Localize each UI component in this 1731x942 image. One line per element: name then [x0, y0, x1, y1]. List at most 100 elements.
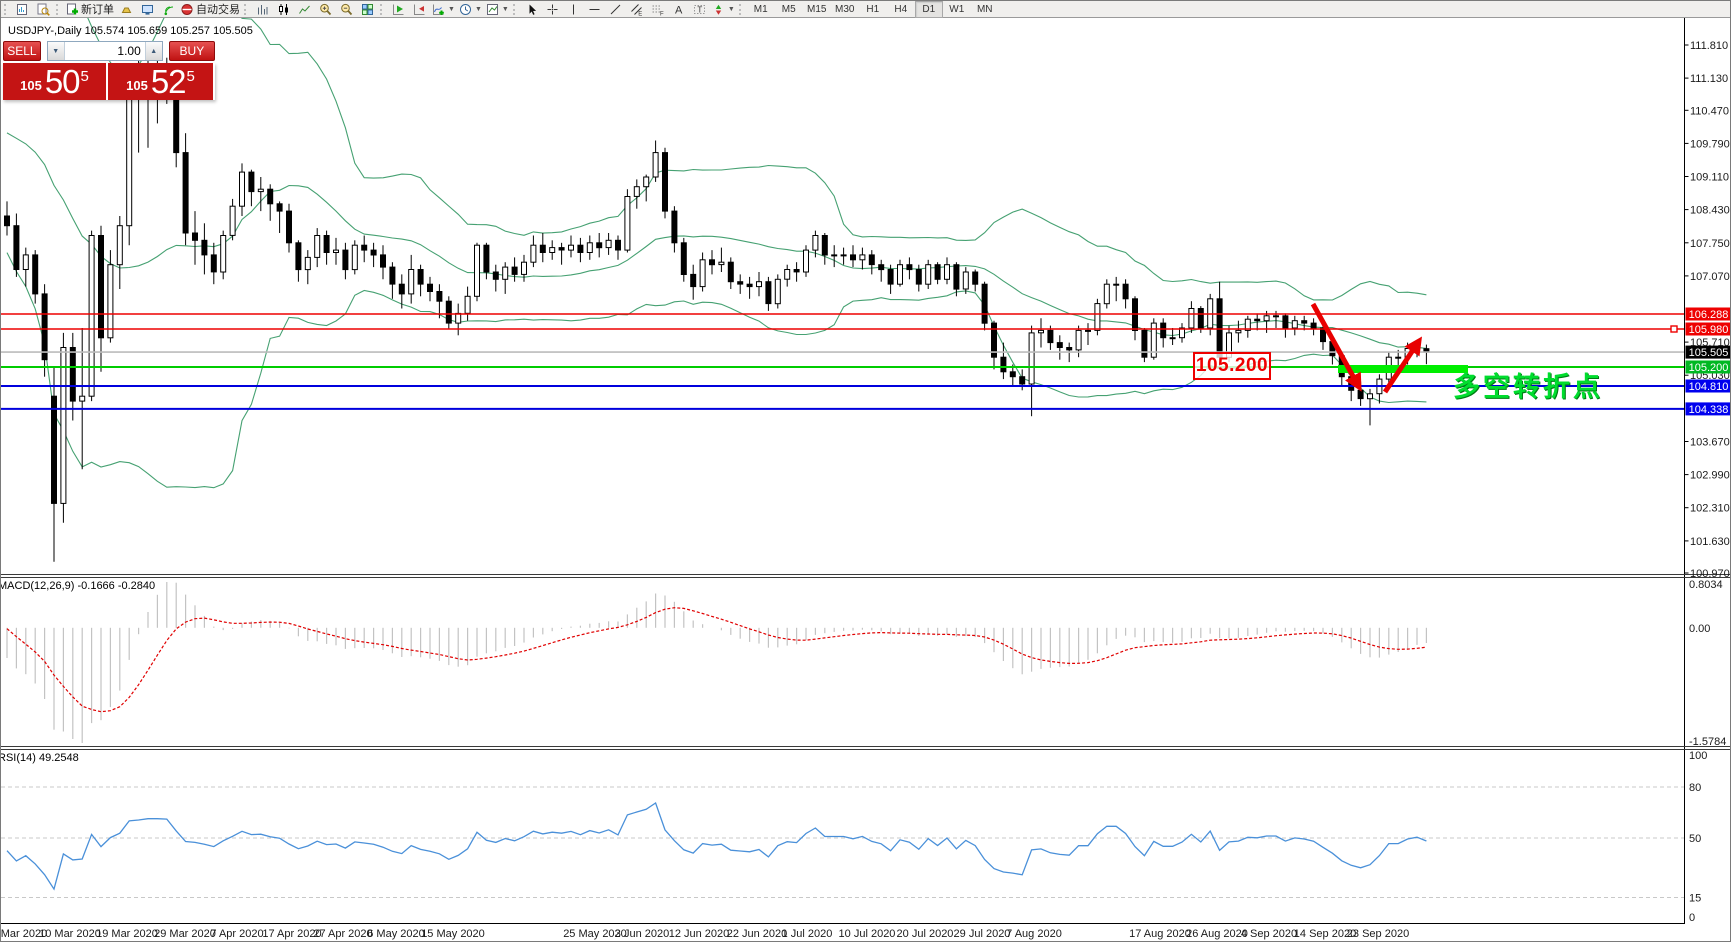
- price-level-text-box[interactable]: 105.200: [1193, 352, 1271, 380]
- toolbar-group-grip: [512, 3, 518, 15]
- svg-text:17 Aug 2020: 17 Aug 2020: [1129, 928, 1191, 940]
- chart-profile-icon: [17, 3, 27, 15]
- turning-point-note[interactable]: 多空转折点: [1453, 372, 1603, 402]
- chart-shift-button[interactable]: [409, 1, 430, 18]
- svg-text:10 Jul 2020: 10 Jul 2020: [839, 928, 896, 940]
- fibonacci-button[interactable]: F: [647, 1, 668, 18]
- auto-scroll-button[interactable]: [388, 1, 409, 18]
- rsi-current-value: 49.2548: [38, 752, 79, 764]
- price-badge: 106.288: [1685, 307, 1730, 321]
- line-chart-button[interactable]: [294, 1, 315, 18]
- bid-big-figure: 105: [20, 78, 42, 93]
- label-button[interactable]: T: [689, 1, 710, 18]
- terminal-button[interactable]: [137, 1, 158, 18]
- timeframe-h1-button[interactable]: H1: [866, 3, 880, 15]
- timeframe-m30-button[interactable]: M30: [835, 3, 855, 15]
- rsi-pane: 80 50 15 100 0: [1, 750, 1707, 924]
- indicators-icon: [433, 4, 444, 15]
- svg-text:10 Mar 2020: 10 Mar 2020: [39, 928, 101, 940]
- svg-text:104.810: 104.810: [1689, 381, 1729, 393]
- chevron-down-icon[interactable]: ▼: [448, 5, 455, 13]
- candle-chart-button[interactable]: [273, 1, 294, 18]
- periods-button[interactable]: ▼: [457, 1, 484, 18]
- trendline-button[interactable]: [605, 1, 626, 18]
- svg-text:101.630: 101.630: [1690, 536, 1730, 548]
- indicators-button[interactable]: ▼: [430, 1, 457, 18]
- drawings-layer[interactable]: [1310, 302, 1468, 394]
- svg-text:Mar 2020: Mar 2020: [1, 928, 47, 940]
- ask-pipette: 5: [186, 68, 195, 85]
- volume-increase-icon[interactable]: ▲: [144, 42, 162, 60]
- toolbar-button-label: 自动交易: [196, 4, 240, 16]
- deposit-button[interactable]: [116, 1, 137, 18]
- toolbar-button-label: 新订单: [81, 4, 114, 16]
- trend-arrow-down[interactable]: [1310, 302, 1362, 392]
- arrows-button[interactable]: ▼: [710, 1, 737, 18]
- ask-price-tile[interactable]: 105 52 5: [108, 63, 213, 100]
- volume-decrease-icon[interactable]: ▼: [47, 42, 65, 60]
- signals-icon: [164, 6, 174, 15]
- bid-price-tile[interactable]: 105 50 5: [3, 63, 108, 100]
- autotrade-button[interactable]: 自动交易: [179, 1, 242, 18]
- chart-profile-button[interactable]: [12, 1, 33, 18]
- svg-text:15: 15: [1689, 893, 1701, 905]
- tile-windows-icon: [362, 3, 373, 15]
- price-axis[interactable]: 111.810 111.130 110.470 109.790 109.110 108.4…: [1, 18, 1731, 924]
- tile-windows-button[interactable]: [357, 1, 378, 18]
- macd-name: MACD(12,26,9): [0, 580, 75, 592]
- chevron-down-icon[interactable]: ▼: [474, 5, 482, 13]
- templates-button[interactable]: ▼: [484, 1, 511, 18]
- volume-input[interactable]: [64, 42, 145, 60]
- zoom-out-button[interactable]: [336, 1, 357, 18]
- svg-text:12 Jun 2020: 12 Jun 2020: [669, 928, 730, 940]
- text-button[interactable]: A: [668, 1, 689, 18]
- svg-text:100.970: 100.970: [1690, 568, 1730, 580]
- cursor-icon: [529, 4, 536, 15]
- signals-button[interactable]: [158, 1, 179, 18]
- hline-anchor-handle[interactable]: [1670, 325, 1678, 333]
- crosshair-button[interactable]: [542, 1, 563, 18]
- chevron-down-icon[interactable]: ▼: [727, 5, 735, 13]
- zoom-in-button[interactable]: [315, 1, 336, 18]
- line-chart-icon: [299, 5, 310, 14]
- vline-icon: [572, 4, 574, 14]
- svg-text:15 May 2020: 15 May 2020: [421, 928, 485, 940]
- auto-scroll-icon: [393, 4, 404, 15]
- timeframe-d1-button[interactable]: D1: [914, 1, 943, 18]
- buy-button[interactable]: BUY: [168, 41, 215, 61]
- timeframe-w1-button[interactable]: W1: [949, 3, 965, 15]
- svg-text:14 Sep 2020: 14 Sep 2020: [1294, 928, 1356, 940]
- macd-current-values: -0.1666 -0.2840: [77, 580, 156, 592]
- svg-text:27 Apr 2020: 27 Apr 2020: [313, 928, 372, 940]
- svg-text:107.750: 107.750: [1690, 238, 1730, 250]
- timeframe-mn-button[interactable]: MN: [976, 3, 993, 15]
- svg-text:7 Aug 2020: 7 Aug 2020: [1006, 928, 1062, 940]
- timeframe-m1-button[interactable]: M1: [753, 3, 768, 15]
- hline-icon: [589, 8, 600, 10]
- rsi-indicator-label: RSI(14) 49.2548: [1, 752, 79, 764]
- vline-button[interactable]: [563, 1, 584, 18]
- timeframe-h4-button[interactable]: H4: [894, 3, 908, 15]
- timeframe-m15-button[interactable]: M15: [807, 3, 827, 15]
- new-order-button[interactable]: 新订单: [64, 1, 116, 18]
- bar-chart-button[interactable]: [252, 1, 273, 18]
- cursor-button[interactable]: [521, 1, 542, 18]
- chart-shift-icon: [414, 4, 425, 15]
- trend-arrow-up[interactable]: [1382, 336, 1422, 394]
- symbol-period-label: USDJPY-,Daily: [8, 25, 82, 37]
- market-watch-button[interactable]: [33, 1, 54, 18]
- svg-text:26 Aug 2020: 26 Aug 2020: [1186, 928, 1248, 940]
- hlines-layer[interactable]: [1, 313, 1685, 410]
- svg-text:E: E: [638, 11, 642, 16]
- bid-pips: 50: [44, 63, 81, 100]
- price-badge: 104.338: [1685, 402, 1730, 416]
- templates-icon: [486, 3, 498, 15]
- timeframe-m5-button[interactable]: M5: [781, 3, 796, 15]
- channel-button[interactable]: E: [626, 1, 647, 18]
- fibonacci-icon: F: [652, 5, 664, 16]
- sell-button[interactable]: SELL: [3, 41, 41, 61]
- hline-button[interactable]: [584, 1, 605, 18]
- chevron-down-icon[interactable]: ▼: [501, 5, 509, 13]
